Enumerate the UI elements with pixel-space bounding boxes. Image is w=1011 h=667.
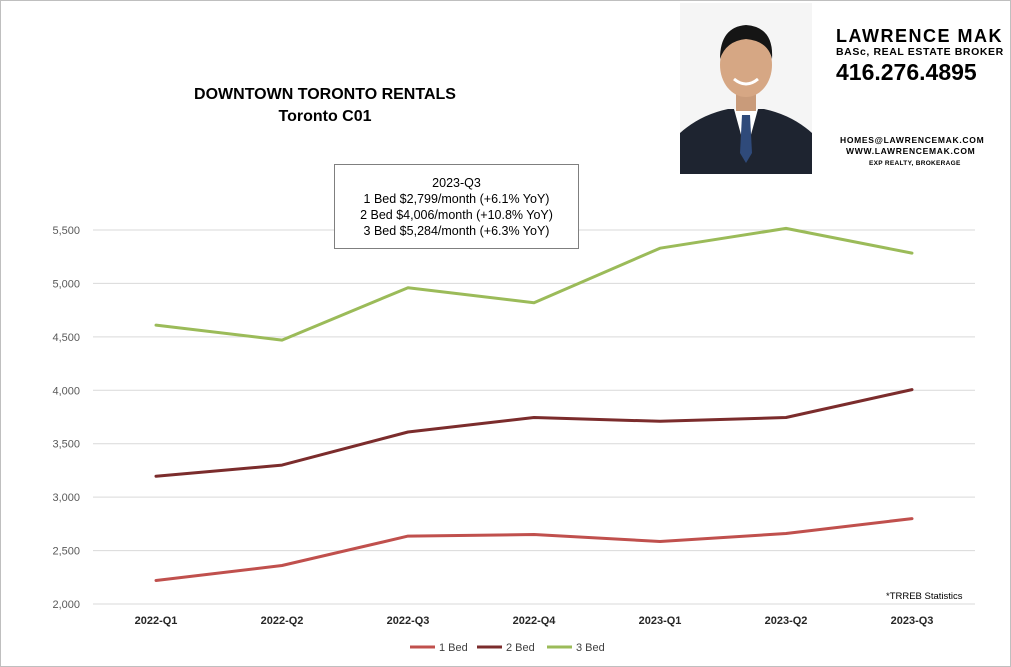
agent-brokerage: EXP REALTY, BROKERAGE xyxy=(869,160,961,167)
agent-photo xyxy=(680,3,812,174)
y-tick-label: 2,500 xyxy=(52,546,80,558)
y-tick-label: 5,500 xyxy=(52,225,80,237)
legend-label: 2 Bed xyxy=(506,642,535,654)
agent-title: BASc, REAL ESTATE BROKER xyxy=(836,46,1004,58)
x-tick-label: 2022-Q3 xyxy=(387,615,430,627)
chart-subtitle: Toronto C01 xyxy=(278,108,372,125)
x-tick-label: 2022-Q2 xyxy=(261,615,304,627)
chart-title-block: DOWNTOWN TORONTO RENTALS Toronto C01 xyxy=(160,84,490,128)
x-tick-label: 2023-Q3 xyxy=(891,615,934,627)
source-note: *TRREB Statistics xyxy=(886,591,963,602)
x-tick-label: 2023-Q1 xyxy=(639,615,682,627)
y-tick-label: 5,000 xyxy=(52,278,80,290)
series-line-3-bed xyxy=(154,226,914,342)
series-line-1-bed xyxy=(154,517,914,582)
annotation-line: 1 Bed $2,799/month (+6.1% YoY) xyxy=(363,192,550,206)
legend-label: 1 Bed xyxy=(439,642,468,654)
y-tick-label: 3,000 xyxy=(52,492,80,504)
x-tick-label: 2022-Q4 xyxy=(513,615,557,627)
legend-label: 3 Bed xyxy=(576,642,605,654)
agent-portrait-icon xyxy=(680,3,812,174)
agent-phone: 416.276.4895 xyxy=(836,59,977,85)
x-tick-label: 2023-Q2 xyxy=(765,615,808,627)
y-tick-label: 2,000 xyxy=(52,599,80,611)
agent-email: HOMES@LAWRENCEMAK.COM xyxy=(840,135,985,145)
annotation-line: 2 Bed $4,006/month (+10.8% YoY) xyxy=(360,208,553,222)
chart-title: DOWNTOWN TORONTO RENTALS xyxy=(194,86,456,103)
x-tick-label: 2022-Q1 xyxy=(135,615,178,627)
annotation-line: 3 Bed $5,284/month (+6.3% YoY) xyxy=(363,224,550,238)
agent-name: LAWRENCE MAK xyxy=(836,26,1003,46)
y-tick-label: 4,000 xyxy=(52,385,80,397)
y-tick-label: 3,500 xyxy=(52,439,80,451)
annotation-box: 2023-Q3 1 Bed $2,799/month (+6.1% YoY) 2… xyxy=(334,164,579,249)
annotation-line: 2023-Q3 xyxy=(432,176,481,190)
series-line-2-bed xyxy=(154,388,914,478)
y-tick-label: 4,500 xyxy=(52,332,80,344)
agent-website: WWW.LAWRENCEMAK.COM xyxy=(846,146,976,156)
